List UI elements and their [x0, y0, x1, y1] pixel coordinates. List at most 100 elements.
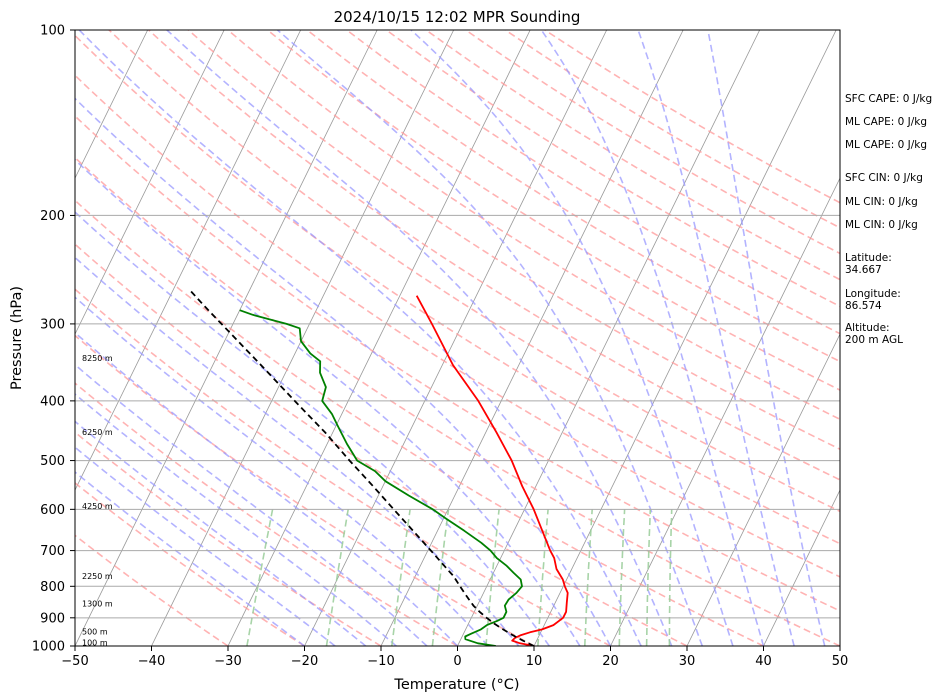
- moist-adiabat-line: [410, 30, 734, 646]
- x-tick-label: 30: [679, 654, 696, 669]
- height-label: 6250 m: [82, 428, 113, 437]
- x-tick-label: −50: [61, 654, 88, 669]
- mixing-ratio-line: [584, 509, 593, 646]
- isotherm-line: [75, 30, 378, 646]
- dewpoint-line: [239, 309, 523, 646]
- mixing-ratio-line: [431, 509, 450, 646]
- dry-adiabat-line: [75, 481, 305, 646]
- mixing-ratio-line: [668, 509, 673, 646]
- isotherm-line: [533, 30, 837, 646]
- dry-adiabat-line: [108, 30, 840, 513]
- moist-adiabat-line: [276, 30, 704, 646]
- chart-title: 2024/10/15 12:02 MPR Sounding: [334, 8, 581, 26]
- isotherm-line: [763, 489, 840, 646]
- moist-adiabat-line: [75, 158, 581, 646]
- isotherm-line: [75, 30, 302, 491]
- dry-adiabat-line: [75, 114, 840, 612]
- height-label: 4250 m: [82, 502, 113, 511]
- moist-adiabat-line: [75, 393, 397, 646]
- index-annotation: ML CAPE: 0 J/kg: [845, 139, 927, 151]
- x-tick-label: 40: [755, 654, 772, 669]
- index-annotation: SFC CIN: 0 J/kg: [845, 172, 923, 184]
- moist-adiabat-line: [75, 211, 550, 646]
- dry-adiabat-line: [75, 243, 688, 646]
- moist-adiabat-line: [75, 97, 612, 646]
- parcel-line: [189, 290, 535, 646]
- y-tick-label: 300: [40, 317, 65, 332]
- y-tick-label: 200: [40, 209, 65, 224]
- x-axis-label: Temperature (°C): [393, 677, 519, 693]
- dry-adiabat-line: [75, 199, 764, 646]
- x-tick-label: −10: [367, 654, 394, 669]
- data-series: [189, 290, 569, 646]
- y-tick-label: 900: [40, 611, 65, 626]
- height-label: 2250 m: [82, 572, 113, 581]
- moist-adiabat-line: [75, 331, 459, 646]
- y-tick-label: 1000: [32, 640, 65, 655]
- x-tick-label: 10: [526, 654, 543, 669]
- altitude-value: 200 m AGL: [845, 334, 903, 346]
- altitude-label: Altitude:: [845, 322, 890, 334]
- height-label: 500 m: [82, 628, 108, 637]
- isotherm-line: [75, 30, 149, 180]
- dry-adiabat-line: [425, 30, 840, 281]
- longitude-label: Longitude:: [845, 288, 901, 300]
- dry-adiabat-line: [148, 30, 840, 481]
- moist-adiabat-line: [75, 363, 428, 646]
- dry-adiabat-line: [504, 30, 840, 229]
- dry-adiabat-line: [306, 30, 840, 363]
- index-annotation: SFC CAPE: 0 J/kg: [845, 93, 932, 105]
- x-tick-label: −40: [138, 654, 165, 669]
- dry-adiabat-line: [75, 431, 382, 646]
- index-annotation: ML CIN: 0 J/kg: [845, 219, 918, 231]
- dry-adiabat-line: [187, 30, 840, 451]
- isotherm-line: [227, 30, 531, 646]
- latitude-value: 34.667: [845, 264, 882, 276]
- y-tick-label: 400: [40, 394, 65, 409]
- moist-adiabat-line: [75, 296, 489, 646]
- index-annotation: ML CIN: 0 J/kg: [845, 196, 918, 208]
- y-tick-label: 500: [40, 454, 65, 469]
- x-tick-label: −30: [214, 654, 241, 669]
- isotherm-line: [686, 333, 840, 646]
- mixing-ratio-line: [325, 509, 349, 646]
- height-label: 8250 m: [82, 354, 113, 363]
- dry-adiabat-line: [75, 74, 840, 578]
- y-axis-label: Pressure (hPa): [9, 286, 25, 390]
- moist-adiabat-line: [75, 256, 520, 646]
- index-annotation: ML CAPE: 0 J/kg: [845, 116, 927, 128]
- y-tick-label: 600: [40, 503, 65, 518]
- mixing-ratio-line: [246, 509, 274, 646]
- y-tick-label: 100: [40, 24, 65, 39]
- temperature-line: [415, 295, 569, 646]
- isotherm-line: [304, 30, 608, 646]
- dry-adiabat-line: [75, 34, 840, 545]
- dry-adiabat-line: [385, 30, 840, 308]
- longitude-value: 86.574: [845, 300, 882, 312]
- x-tick-label: 50: [832, 654, 849, 669]
- dry-adiabat-line: [75, 334, 535, 646]
- moist-adiabat-line: [707, 30, 826, 646]
- isotherm-line: [75, 30, 225, 336]
- moist-adiabat-line: [78, 30, 642, 646]
- moist-adiabat-line: [166, 30, 673, 646]
- isotherm-line: [380, 30, 684, 646]
- dry-adiabat-line: [227, 30, 840, 421]
- x-tick-label: 20: [602, 654, 619, 669]
- moist-adiabat-line: [75, 420, 367, 646]
- height-label: 100 m: [82, 639, 108, 648]
- x-tick-label: 0: [453, 654, 461, 669]
- latitude-label: Latitude:: [845, 252, 892, 264]
- y-tick-label: 700: [40, 544, 65, 559]
- dry-adiabat-line: [544, 30, 840, 204]
- height-label: 1300 m: [82, 600, 113, 609]
- moist-adiabat-line: [540, 30, 765, 646]
- moist-adiabat-line: [75, 471, 305, 646]
- y-axis-ticks: 100 200 300 400 500 600 700 800 900 1000: [32, 24, 75, 655]
- moist-adiabat-line: [637, 30, 795, 646]
- height-labels: 100 m 500 m 1300 m 2250 m 4250 m 6250 m 8250 m: [82, 354, 113, 648]
- dry-adiabat-line: [266, 30, 840, 391]
- dry-adiabat-line: [75, 534, 229, 646]
